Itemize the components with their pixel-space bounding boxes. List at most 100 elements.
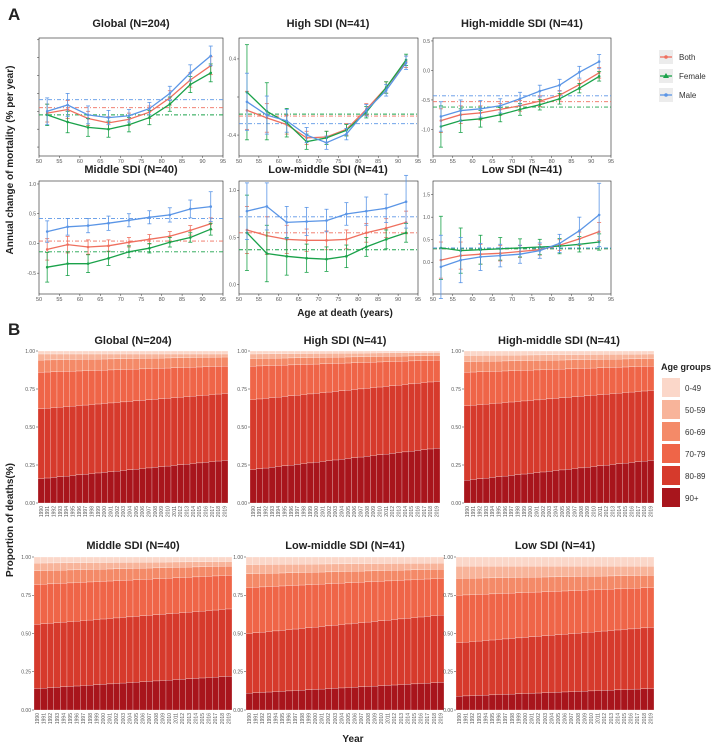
- bar-chart-1-bar-segment-70-79: [189, 367, 197, 397]
- bar-chart-6-bar-segment-50-59: [647, 566, 655, 576]
- bar-chart-5-bar-segment-50-59: [318, 563, 326, 573]
- bar-chart-3-bar-segment-50-59: [603, 354, 610, 360]
- bar-chart-3-year-label: 2008: [579, 506, 585, 517]
- bar-chart-5-bar-segment-80-89: [325, 625, 332, 689]
- bar-chart-2-bar-segment-60-69: [300, 357, 308, 365]
- bar-chart-2-bar-segment-50-59: [395, 352, 403, 357]
- bar-chart-4-bar-segment-80-89: [179, 612, 186, 680]
- bar-chart-6-bar-segment-60-69: [455, 578, 463, 596]
- bar-chart-2-bar-segment-90+: [325, 460, 333, 504]
- bar-chart-6-bar-segment-50-59: [601, 566, 608, 577]
- bar-chart-3-bar-segment-80-89: [596, 394, 604, 467]
- bar-chart-3-bar-segment-50-59: [641, 353, 648, 359]
- bar-chart-3-bar-segment-80-89: [615, 393, 623, 464]
- bar-chart-4-bar-segment-60-69: [179, 567, 186, 578]
- line-chart-1-male-point: [86, 113, 90, 117]
- bar-chart-4-year-label: 1995: [68, 713, 74, 724]
- bar-chart-5-bar-segment-90+: [371, 686, 379, 711]
- line-chart-1-x-tick-label: 70: [118, 159, 124, 165]
- bar-chart-4-bar-segment-0-49: [146, 556, 153, 563]
- bar-chart-3-bar-segment-0-49: [622, 350, 629, 355]
- bar-chart-6-year-label: 2013: [609, 713, 615, 724]
- bar-chart-2-bar-segment-80-89: [281, 396, 289, 467]
- line-chart-3-male-point: [518, 97, 522, 101]
- bar-chart-6-bar-segment-90+: [554, 692, 562, 711]
- line-chart-6-male-point: [578, 229, 581, 233]
- line-chart-1-male-point: [107, 116, 110, 119]
- bar-chart-4-bar-segment-0-49: [218, 556, 226, 562]
- bar-chart-4-year-label: 2006: [141, 713, 147, 724]
- bar-chart-1-bar-segment-90+: [63, 476, 70, 504]
- line-chart-1-x-tick-label: 95: [220, 159, 226, 165]
- bar-chart-3-bar-segment-90+: [558, 469, 566, 504]
- bar-chart-5-bar-segment-90+: [285, 690, 293, 711]
- bar-chart-6-bar-segment-70-79: [535, 591, 542, 637]
- bar-chart-2-bar-segment-80-89: [344, 390, 352, 459]
- legend-age-80-89-swatch: [662, 466, 680, 485]
- bar-chart-3-bar-segment-50-59: [501, 355, 509, 362]
- bar-chart-1-bar-segment-80-89: [196, 395, 203, 464]
- bar-chart-4-bar-segment-60-69: [132, 568, 140, 580]
- bar-chart-2-bar-segment-60-69: [382, 356, 390, 362]
- line-chart-3-female-point: [558, 97, 561, 101]
- bar-chart-1-bar-segment-70-79: [94, 370, 102, 405]
- bar-chart-4-bar-segment-60-69: [139, 568, 147, 580]
- bar-chart-6-bar-segment-90+: [488, 694, 496, 711]
- bar-chart-2-bar-segment-70-79: [370, 362, 377, 388]
- bar-chart-3-bar-segment-70-79: [615, 367, 623, 394]
- bar-chart-2-y-tick-label: 0.50: [237, 425, 247, 431]
- line-chart-1-x-tick-label: 60: [77, 159, 83, 165]
- bar-chart-4-year-label: 2011: [174, 713, 180, 724]
- bar-chart-4-bar-segment-50-59: [99, 562, 107, 570]
- bar-chart-2-y-tick-label: 0.75: [237, 387, 247, 393]
- bar-chart-3-year-label: 2005: [560, 506, 566, 517]
- bar-chart-5-bar-segment-80-89: [305, 627, 313, 690]
- bar-chart-3-bar-segment-50-59: [520, 354, 528, 361]
- bar-chart-4-bar-segment-0-49: [212, 556, 219, 562]
- bar-chart-6-bar-segment-80-89: [640, 627, 648, 689]
- bar-chart-1-bar-segment-50-59: [63, 353, 70, 360]
- bar-chart-4-bar-segment-60-69: [53, 570, 61, 584]
- bar-chart-3-bar-segment-90+: [596, 465, 604, 504]
- bar-chart-2-bar-segment-60-69: [370, 356, 377, 363]
- bar-chart-2-bar-segment-80-89: [294, 395, 301, 465]
- bar-chart-2-bar-segment-60-69: [319, 357, 327, 365]
- bar-chart-4-bar-segment-50-59: [126, 562, 134, 569]
- line-chart-4-both-point: [107, 244, 110, 248]
- bar-chart-1-bar-segment-70-79: [63, 371, 70, 407]
- bar-chart-5-bar-segment-90+: [338, 687, 346, 711]
- bar-chart-3-bar-segment-0-49: [489, 350, 496, 356]
- bar-chart-3-bar-segment-0-49: [634, 350, 642, 355]
- bar-chart-4-year-label: 2014: [193, 713, 199, 724]
- bar-chart-6-bar-segment-60-69: [634, 575, 641, 589]
- bar-chart-1-bar-segment-80-89: [126, 401, 134, 470]
- bar-chart-2-bar-segment-60-69: [332, 357, 339, 364]
- line-chart-5-both-point: [384, 226, 388, 230]
- bar-chart-5-year-label: 1990: [247, 713, 253, 724]
- bar-chart-1-bar-segment-80-89: [183, 396, 191, 465]
- bar-chart-1-bar-segment-60-69: [82, 359, 89, 371]
- line-chart-3-x-tick-label: 65: [489, 159, 495, 165]
- bar-chart-5-bar-segment-90+: [377, 685, 385, 711]
- bar-chart-6-year-label: 2007: [569, 713, 575, 724]
- bar-chart-1-year-label: 2015: [197, 506, 203, 517]
- bar-chart-4-bar-segment-80-89: [198, 611, 206, 679]
- bar-chart-5-bar-segment-80-89: [331, 625, 339, 689]
- line-chart-1: Global (N=204)50 55 60 65 70 75 80 85 90 95: [36, 18, 226, 165]
- bar-chart-5-bar-segment-50-59: [358, 563, 365, 572]
- bar-chart-1-bar-segment-50-59: [139, 353, 146, 359]
- bar-chart-2-year-label: 2011: [384, 506, 390, 517]
- bar-chart-3-bar-segment-0-49: [590, 350, 598, 355]
- line-chart-5-y-tick-label: 0.5: [229, 235, 236, 241]
- bar-chart-5-bar-segment-60-69: [410, 569, 418, 580]
- bar-chart-4-bar-segment-0-49: [132, 556, 140, 563]
- bar-chart-5-bar-segment-70-79: [377, 581, 385, 621]
- bar-chart-2-bar-segment-60-69: [256, 358, 263, 367]
- line-chart-5-male-point: [245, 209, 249, 213]
- bar-chart-5-bar-segment-80-89: [371, 621, 379, 687]
- bar-chart-3-year-label: 1991: [471, 506, 477, 517]
- bar-chart-3-bar-segment-50-59: [628, 354, 636, 360]
- line-chart-4-both-point: [188, 229, 192, 232]
- legend-age-0-49-swatch: [662, 378, 680, 397]
- bar-chart-1-bar-segment-0-49: [221, 350, 229, 355]
